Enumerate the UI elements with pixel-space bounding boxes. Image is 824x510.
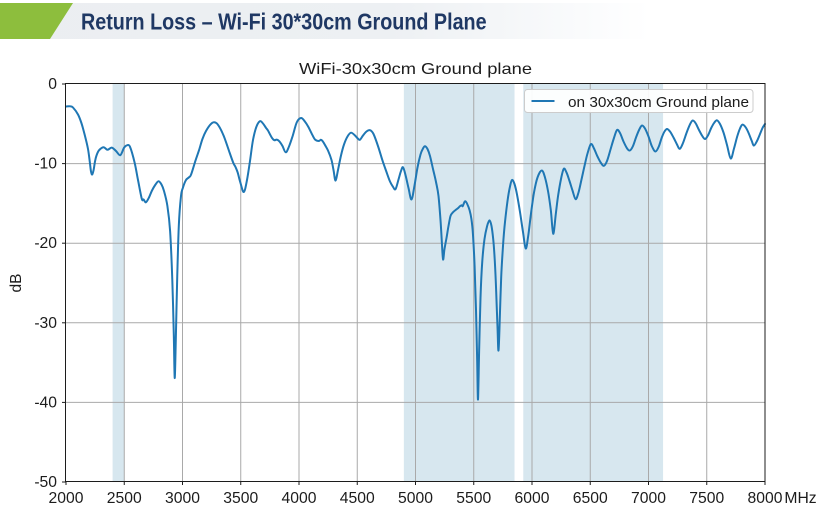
svg-text:Return Loss – Wi-Fi 30*30cm Gr: Return Loss – Wi-Fi 30*30cm Ground Plane: [81, 8, 487, 35]
svg-text:-50: -50: [34, 474, 57, 491]
svg-text:on 30x30cm Ground plane: on 30x30cm Ground plane: [568, 94, 749, 111]
svg-text:-30: -30: [34, 315, 57, 332]
svg-text:4500: 4500: [340, 490, 375, 507]
svg-text:4000: 4000: [282, 490, 317, 507]
svg-text:WiFi-30x30cm Ground plane: WiFi-30x30cm Ground plane: [299, 61, 532, 78]
svg-text:-10: -10: [34, 156, 57, 173]
svg-text:7000: 7000: [631, 490, 666, 507]
svg-text:6500: 6500: [573, 490, 608, 507]
svg-text:-40: -40: [34, 394, 57, 411]
svg-text:3000: 3000: [165, 490, 200, 507]
svg-text:dB: dB: [8, 274, 25, 293]
svg-text:MHz: MHz: [784, 490, 816, 507]
svg-text:2000: 2000: [49, 490, 84, 507]
svg-text:6000: 6000: [515, 490, 550, 507]
svg-text:5000: 5000: [398, 490, 433, 507]
svg-text:0: 0: [48, 76, 57, 93]
svg-text:2500: 2500: [107, 490, 142, 507]
svg-text:7500: 7500: [689, 490, 724, 507]
svg-text:8000: 8000: [748, 490, 783, 507]
svg-text:5500: 5500: [456, 490, 491, 507]
svg-text:3500: 3500: [223, 490, 258, 507]
svg-text:-20: -20: [34, 235, 57, 252]
